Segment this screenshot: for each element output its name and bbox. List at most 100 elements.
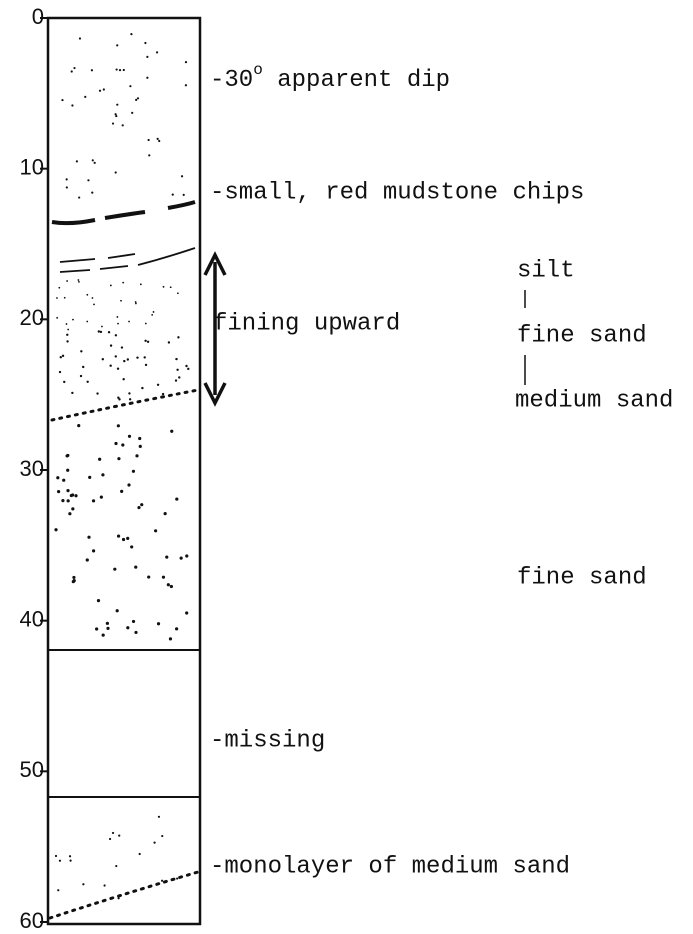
sand-grain [61,354,65,358]
sand-grain [77,279,80,281]
sand-grain [126,536,130,540]
sand-grain [63,380,66,384]
sand-grain [79,374,83,378]
sand-grain [106,626,110,630]
sand-grain [146,340,150,344]
sand-grain [111,122,115,125]
sand-grain [61,98,64,102]
sand-grain [144,363,148,367]
sand-grain [66,280,69,282]
sand-grain [117,897,120,900]
sand-grain [131,619,136,624]
sand-grain [114,441,118,446]
sand-grain [154,529,158,533]
sand-grain [134,630,138,635]
sand-grain [59,356,62,359]
sand-grain [126,358,130,361]
sand-grain [156,137,159,140]
sand-grain [109,364,112,367]
arrow-heads [203,251,227,407]
sand-grain [136,97,140,100]
sand-grain [71,391,74,395]
sand-grain [156,383,160,386]
sand-grain [116,534,121,538]
sand-grain [122,281,125,284]
grain-label: medium sand [515,387,673,414]
annotation: -missing [210,727,325,754]
sand-grain [115,864,118,868]
sand-grain [140,503,144,507]
sand-grain [136,356,139,359]
sand-grain [71,507,75,511]
sand-grain [141,386,144,390]
sand-grain [178,376,181,379]
sand-grain [165,555,169,559]
sand-grain [156,622,161,626]
sand-grain [57,889,60,892]
sand-grain [54,854,58,858]
sand-grain [91,191,94,194]
sand-grain [129,85,132,88]
sand-grain [184,61,188,64]
sand-grain [187,367,190,371]
sand-grain [135,454,139,458]
sand-grain [121,124,124,127]
sand-grain [143,356,146,359]
sand-grain [116,103,119,106]
sand-grain [66,340,69,343]
sand-grain [72,575,76,580]
sand-grain [98,457,102,461]
sand-grain [121,537,126,542]
sand-grain [109,344,113,347]
sand-grain [148,154,151,157]
grain-label: fine sand [517,322,647,349]
sand-grain [65,454,69,458]
sand-grain [75,160,78,163]
sand-grain [118,398,121,401]
sand-grain [120,489,124,494]
sand-grain [66,499,70,503]
sand-grain [102,88,105,91]
monolayer-line [48,870,200,920]
sand-grain [73,66,76,70]
sand-grain [118,834,121,837]
sand-grain [185,554,189,558]
sand-grain [82,365,85,369]
sand-grain [170,429,174,433]
sand-grain [123,359,126,363]
sand-grain [99,330,103,334]
sand-grain [114,113,117,116]
sand-grain [146,76,149,79]
sand-grain [82,883,85,886]
sand-grain [179,556,183,560]
grain-label: silt [517,257,575,284]
sand-grain [147,138,150,142]
sand-grain [157,815,161,818]
sand-grain [122,68,125,72]
sand-grain [169,584,173,589]
sand-grain [120,299,122,302]
sand-grain [127,483,131,487]
sand-grain [113,567,117,571]
sand-grain [117,322,119,325]
sand-grain [65,186,68,189]
sand-grain [135,98,138,101]
coarse-base [50,388,200,422]
sand-grain [185,611,189,615]
annotation: -monolayer of medium sand [210,853,570,880]
annotation: -30o apparent dip [210,61,450,94]
sand-grain [130,32,133,36]
sand-grain [138,444,142,448]
sand-grain [175,357,178,361]
sand-grain [65,178,68,181]
sand-grain [68,855,72,858]
sand-grain [107,331,111,334]
sand-grain [105,621,109,625]
depth-tick-label: 20 [20,305,44,330]
sand-grain [77,424,81,428]
sand-grain [144,41,147,45]
sand-grain [155,51,159,54]
sand-grain [182,193,185,196]
sand-grain [118,69,122,72]
